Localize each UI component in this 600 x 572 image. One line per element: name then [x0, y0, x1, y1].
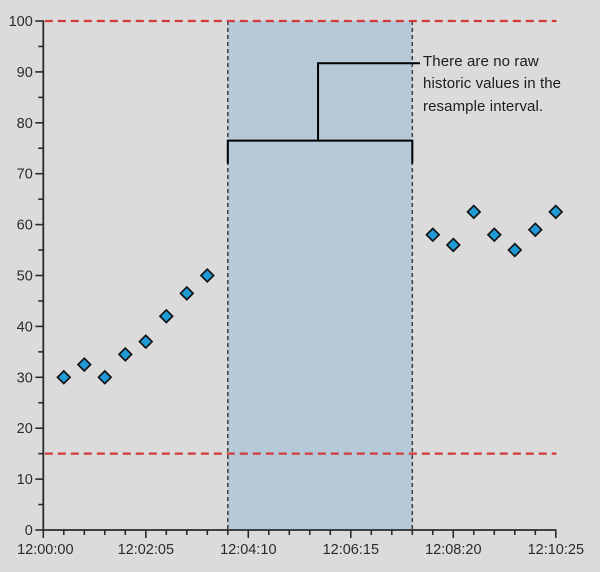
- y-tick-label: 100: [9, 14, 33, 30]
- y-tick-label: 10: [17, 472, 33, 488]
- y-tick-label: 0: [25, 523, 33, 539]
- annotation-line-1: There are no raw: [423, 53, 539, 70]
- data-point-marker: [76, 357, 92, 373]
- annotation-text: There are no raw historic values in the …: [423, 51, 598, 118]
- data-point-marker: [466, 204, 482, 220]
- y-tick-label: 60: [17, 218, 33, 234]
- y-axis-ticks-labels: 0 10 20 30 40 50 60 70 80 90 100: [9, 14, 44, 539]
- data-point-marker: [548, 204, 564, 220]
- y-tick-label: 50: [17, 269, 33, 285]
- annotation-line-2: historic values in the: [423, 75, 562, 93]
- y-tick-label: 90: [17, 65, 33, 81]
- y-tick-label: 20: [17, 421, 33, 437]
- annotation-callout: [226, 62, 420, 164]
- data-point-marker: [97, 369, 113, 385]
- x-tick-label: 12:00:00: [17, 542, 73, 558]
- annotation-callout-line: [226, 62, 420, 164]
- data-point-marker: [56, 369, 72, 385]
- data-point-marker: [425, 227, 441, 243]
- x-tick-label: 12:04:10: [220, 542, 276, 558]
- data-point-marker: [158, 308, 174, 324]
- y-tick-label: 40: [17, 319, 33, 335]
- scatter-points: [56, 204, 564, 385]
- data-point-marker: [527, 222, 543, 238]
- y-tick-label: 30: [17, 370, 33, 386]
- x-tick-label: 12:06:15: [323, 542, 379, 558]
- resample-interval-band: [227, 21, 414, 530]
- data-point-marker: [179, 285, 195, 301]
- y-tick-label: 80: [17, 116, 33, 132]
- data-point-marker: [445, 237, 461, 253]
- data-point-marker: [117, 346, 133, 362]
- data-point-marker: [199, 267, 215, 284]
- x-axis-ticks-labels: 12:00:00 12:02:05 12:04:10 12:06:15 12:08:20…: [17, 530, 584, 558]
- x-tick-label: 12:08:20: [425, 542, 481, 558]
- limit-lines: [44, 19, 557, 455]
- data-point-marker: [486, 227, 502, 243]
- data-point-marker: [507, 242, 523, 258]
- y-tick-label: 70: [17, 167, 33, 183]
- data-point-marker: [138, 334, 154, 350]
- x-tick-label: 12:02:05: [118, 542, 174, 558]
- x-tick-label: 12:10:25: [528, 542, 584, 558]
- annotation-line-3: resample interval.: [423, 97, 544, 115]
